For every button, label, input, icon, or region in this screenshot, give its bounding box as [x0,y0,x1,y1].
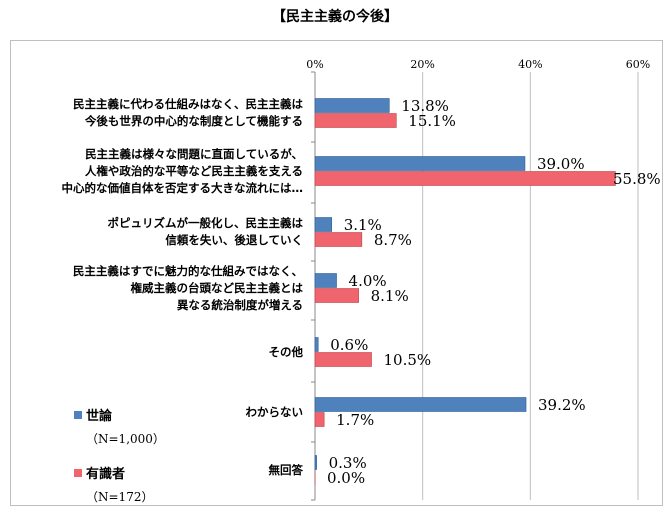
bar-series0-cat4 [314,337,319,352]
category-label-0-line-0: 民主主義に代わる仕組みはなく、民主主義は [73,97,303,111]
bar-series1-cat3 [314,288,359,303]
legend-sub-1: （N=172） [86,490,154,504]
category-label-3: 民主主義はすでに魅力的な仕組みではなく、権威主義の台頭など民主主義とは異なる統治… [73,263,303,314]
category-label-3-line-2: 異なる統治制度が増える [176,297,303,312]
data-label-series0-cat6: 0.3% [328,453,367,472]
data-label-series1-cat5: 1.7% [336,410,375,429]
category-label-6: 無回答 [269,462,304,479]
data-label-series1-cat1: 55.8% [613,169,661,188]
chart-title: 【民主主義の今後】 [272,9,398,25]
category-label-1-line-2: 中心的な価値自体を否定する大きな流れには… [61,180,304,195]
legend-name-1: 有識者 [86,467,126,482]
legend-swatch-0 [74,410,82,419]
category-label-1-line-1: 人権や政治的な平等など民主主義を支える [84,163,303,178]
data-label-series1-cat2: 8.7% [373,230,412,249]
tick-label-1: 20% [410,58,435,71]
data-label-series0-cat0: 13.8% [401,96,449,115]
data-label-series0-cat2: 3.1% [343,215,382,234]
category-label-2-line-1: 信頼を失い、後退していく [165,233,303,247]
category-label-4-line-0: その他 [268,344,304,359]
category-label-6-line-0: 無回答 [268,462,304,477]
legend-item-0: 世論 （N=1,000） [74,405,165,463]
legend: 世論 （N=1,000） 有識者 （N=172） [74,405,165,513]
category-label-0-line-1: 今後も世界の中心的な制度として機能する [84,114,303,128]
category-label-3-line-1: 権威主義の台頭など民主主義とは [130,280,304,295]
data-label-series0-cat1: 39.0% [536,154,585,173]
bar-series1-cat2 [314,232,363,247]
chart-frame [10,40,663,506]
legend-sub-0: （N=1,000） [86,432,165,446]
bar-series0-cat1 [314,156,526,171]
bar-series0-cat0 [314,98,390,113]
data-label-series0-cat5: 39.2% [538,395,586,414]
data-label-series0-cat4: 0.6% [330,335,369,354]
bar-series1-cat0 [314,113,397,128]
category-label-2-line-0: ポピュリズムが一般化し、民主主義は [107,216,304,230]
bar-series0-cat6 [314,455,317,470]
category-label-1: 民主主義は様々な問題に直面しているが、 人権や政治的な平等など民主主義を支える中心… [62,146,304,197]
bar-series0-cat2 [314,217,332,232]
tick-label-0: 0% [306,58,324,71]
data-label-series1-cat6: 0.0% [327,468,366,487]
category-label-1-line-0: 民主主義は様々な問題に直面しているが、 [85,146,303,161]
bar-series1-cat1 [314,171,616,186]
bar-series0-cat3 [314,273,337,288]
data-label-series1-cat0: 15.1% [408,111,456,130]
data-label-series0-cat3: 4.0% [348,271,387,290]
data-label-series1-cat3: 8.1% [370,286,409,305]
category-label-3-line-0: 民主主義はすでに魅力的な仕組みではなく、 [72,263,303,278]
bar-series1-cat5 [314,412,325,427]
tick-label-3: 60% [625,58,651,71]
bar-series1-cat4 [314,352,372,367]
legend-item-1: 有識者 （N=172） [74,463,165,513]
category-label-0: 民主主義に代わる仕組みはなく、民主主義は今後も世界の中心的な制度として機能する [73,96,303,130]
data-label-series1-cat4: 10.5% [383,350,432,369]
category-label-5: わからない [246,404,304,421]
bar-series0-cat5 [314,397,527,412]
category-label-4: その他 [269,344,304,361]
legend-name-0: 世論 [86,409,113,424]
category-label-5-line-0: わからない [245,404,304,419]
legend-swatch-1 [74,468,82,477]
tick-label-2: 40% [518,58,543,71]
category-label-2: ポピュリズムが一般化し、民主主義は信頼を失い、後退していく [108,215,304,249]
